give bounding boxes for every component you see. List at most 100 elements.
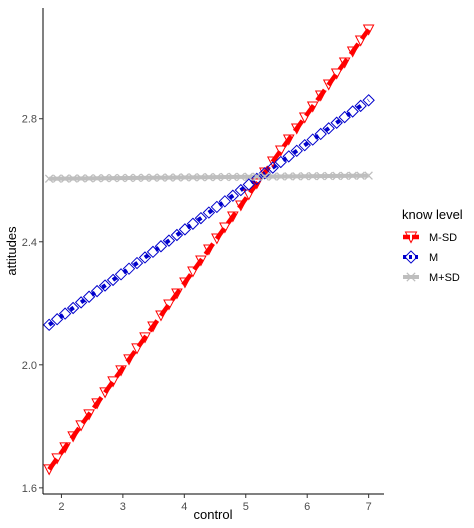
data-point-m bbox=[210, 200, 224, 214]
data-point-m-sd bbox=[356, 171, 365, 180]
data-point-m-sd bbox=[274, 145, 287, 157]
series-line-m-sd bbox=[47, 28, 371, 471]
x-tick-label: 3 bbox=[120, 501, 126, 513]
data-point-m-sd bbox=[252, 172, 262, 181]
legend-title: know level bbox=[402, 207, 463, 222]
data-point-m-sd bbox=[115, 365, 127, 377]
data-point-m-sd bbox=[228, 172, 238, 182]
data-point-m bbox=[322, 122, 335, 135]
data-point-m-sd bbox=[76, 174, 86, 183]
data-point-m bbox=[234, 183, 248, 197]
data-point-m bbox=[122, 262, 136, 275]
legend-item-m: M bbox=[403, 250, 438, 264]
y-tick-label: 2.4 bbox=[22, 237, 37, 249]
data-point-m-sd bbox=[203, 244, 215, 256]
data-point-m-sd bbox=[188, 173, 198, 182]
data-point-m-sd bbox=[211, 233, 223, 245]
data-point-m bbox=[306, 133, 319, 146]
series-line-m bbox=[47, 98, 370, 327]
data-point-m-sd bbox=[156, 173, 166, 182]
data-point-m-sd bbox=[179, 277, 191, 289]
legend-marker-m-sd bbox=[406, 272, 416, 282]
y-tick-label: 1.6 bbox=[22, 483, 37, 495]
data-point-m bbox=[90, 284, 104, 298]
data-point-m bbox=[98, 279, 112, 292]
data-point-m bbox=[242, 178, 256, 191]
data-point-m-sd bbox=[260, 172, 270, 181]
x-axis-title: control bbox=[193, 507, 232, 522]
data-point-m-sd bbox=[227, 211, 239, 223]
data-point-m-sd bbox=[84, 174, 94, 183]
x-axis-ticks: 2 3 4 5 6 7 bbox=[58, 494, 372, 513]
data-point-m bbox=[130, 256, 144, 270]
data-point-m-sd bbox=[340, 171, 349, 181]
x-tick-label: 5 bbox=[243, 501, 249, 513]
data-point-m-sd bbox=[163, 299, 175, 311]
data-point-m-sd bbox=[171, 288, 183, 300]
data-point-m bbox=[178, 223, 192, 236]
data-point-m-sd bbox=[147, 321, 159, 333]
data-point-m bbox=[42, 318, 56, 332]
data-point-m-sd bbox=[124, 173, 134, 183]
data-point-m-sd bbox=[148, 173, 158, 182]
data-point-m-sd bbox=[68, 174, 78, 183]
data-point-m-sd bbox=[220, 172, 230, 182]
data-point-m-sd bbox=[338, 57, 351, 69]
data-point-m-sd bbox=[330, 68, 343, 80]
data-point-m-sd bbox=[140, 173, 150, 183]
data-point-m-sd bbox=[44, 174, 54, 183]
legend-marker-m-sd bbox=[404, 231, 418, 244]
data-point-m-sd bbox=[92, 173, 102, 183]
x-tick-label: 6 bbox=[304, 501, 310, 513]
data-point-m bbox=[202, 206, 216, 219]
data-point-m bbox=[362, 94, 375, 107]
data-point-m bbox=[194, 211, 208, 225]
x-tick-label: 4 bbox=[181, 501, 187, 513]
data-point-m bbox=[314, 127, 327, 141]
data-point-m bbox=[354, 99, 367, 113]
data-point-m-sd bbox=[60, 174, 70, 183]
data-point-m-sd bbox=[108, 173, 118, 183]
data-point-m-sd bbox=[244, 172, 254, 182]
data-point-m-sd bbox=[308, 171, 317, 181]
data-point-m-sd bbox=[290, 123, 303, 135]
data-point-m-sd bbox=[132, 173, 142, 183]
data-point-m bbox=[74, 296, 88, 309]
data-point-m-sd bbox=[346, 46, 359, 58]
data-point-m-sd bbox=[91, 398, 103, 410]
data-point-m-sd bbox=[268, 172, 278, 181]
legend-label-m-sd: M-SD bbox=[429, 232, 457, 244]
data-point-m-sd bbox=[348, 171, 357, 181]
data-point-m-sd bbox=[123, 354, 135, 366]
data-point-m bbox=[66, 301, 80, 315]
data-point-m-sd bbox=[67, 431, 79, 443]
data-point-m-sd bbox=[59, 442, 71, 454]
y-tick-label: 2.0 bbox=[22, 360, 37, 372]
data-point-m-sd bbox=[306, 101, 319, 113]
x-tick-label: 2 bbox=[58, 501, 64, 513]
data-point-m-sd bbox=[164, 173, 174, 182]
data-point-m bbox=[258, 167, 272, 180]
data-point-m-sd bbox=[52, 174, 62, 183]
data-point-m-sd bbox=[43, 464, 55, 476]
data-point-m bbox=[186, 217, 200, 230]
data-point-m-sd bbox=[219, 222, 231, 234]
y-axis-title: attitudes bbox=[4, 226, 19, 276]
data-point-m bbox=[330, 116, 343, 129]
data-point-m-sd bbox=[99, 387, 111, 399]
data-point-m-sd bbox=[100, 173, 110, 183]
data-point-m-sd bbox=[83, 409, 95, 421]
data-point-m bbox=[218, 195, 232, 208]
data-point-m bbox=[146, 245, 160, 259]
data-point-m bbox=[106, 273, 120, 287]
data-point-m-sd bbox=[332, 171, 341, 181]
legend-item-m-sd: M-SD bbox=[403, 231, 457, 244]
data-point-m-sd bbox=[236, 172, 246, 182]
data-point-m-sd bbox=[292, 172, 302, 181]
data-point-m bbox=[346, 105, 359, 118]
x-tick-label: 7 bbox=[366, 501, 372, 513]
data-point-m-sd bbox=[155, 310, 167, 322]
data-point-m-sd bbox=[51, 453, 63, 465]
data-point-m-sd bbox=[282, 134, 295, 146]
data-point-m-sd bbox=[187, 266, 199, 278]
